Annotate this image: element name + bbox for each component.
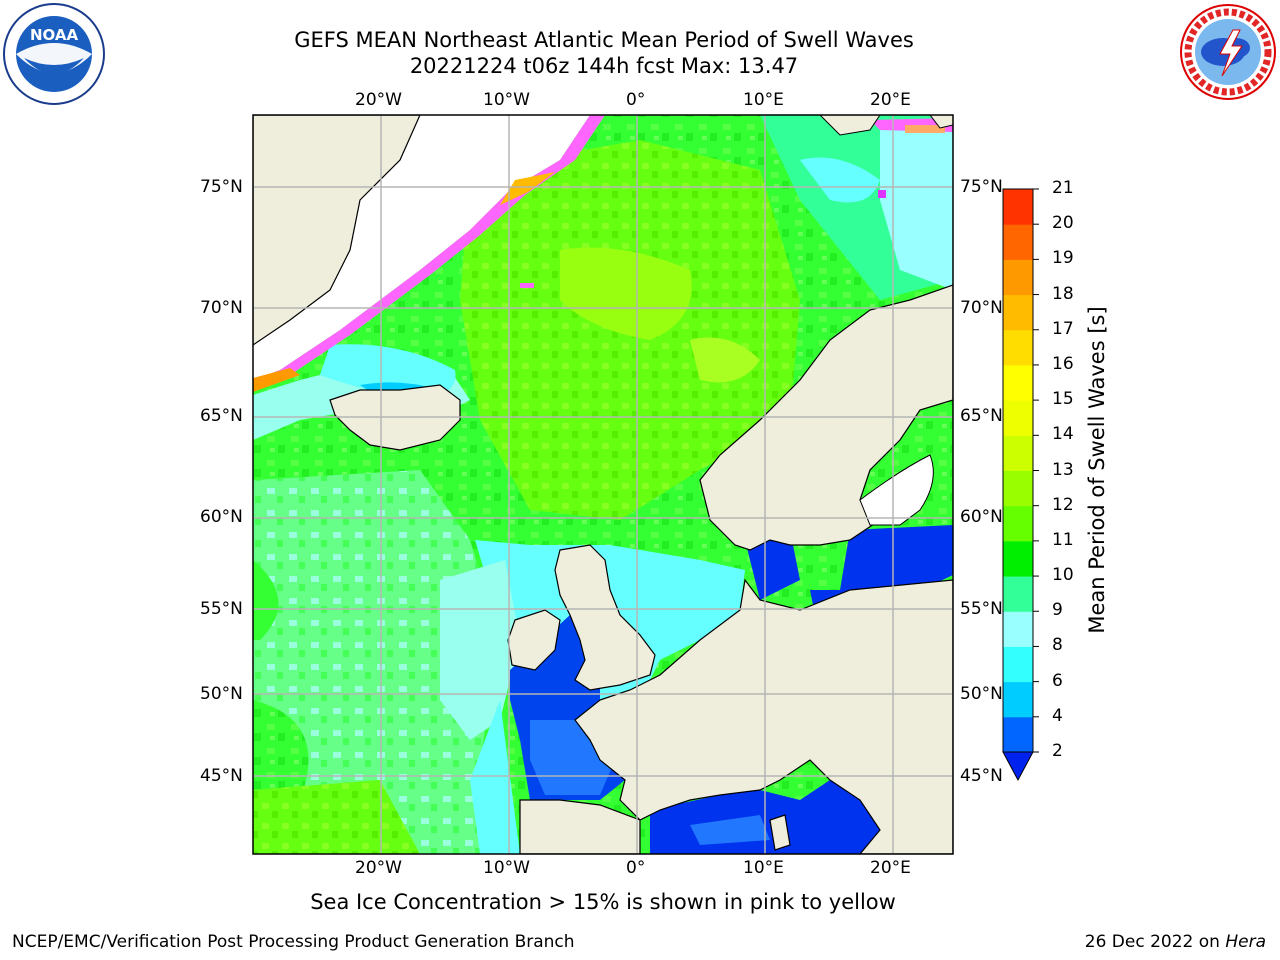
colorbar-segment xyxy=(1003,329,1033,366)
colorbar-tick-label: 18 xyxy=(1052,283,1074,304)
nws-logo xyxy=(1180,4,1276,100)
colorbar-tick-label: 2 xyxy=(1052,741,1063,761)
colorbar-segment xyxy=(1003,611,1033,647)
colorbar-segment xyxy=(1003,364,1033,401)
chart-title: GEFS MEAN Northeast Atlantic Mean Period… xyxy=(294,28,914,52)
footer-date: 26 Dec 2022 on Hera xyxy=(1085,932,1266,952)
lat-label-left-50n: 50°N xyxy=(200,684,243,704)
colorbar-tick-label: 14 xyxy=(1052,424,1074,445)
colorbar-tick-label: 12 xyxy=(1052,494,1074,515)
colorbar-segment xyxy=(1003,716,1033,753)
colorbar-tick-label: 10 xyxy=(1052,565,1074,586)
colorbar-label: Mean Period of Swell Waves [s] xyxy=(1085,306,1109,634)
lat-label-right-75n: 75°N xyxy=(960,177,1003,197)
lat-label-left-60n: 60°N xyxy=(200,507,243,527)
colorbar-tick-label: 19 xyxy=(1052,248,1074,269)
colorbar-segment xyxy=(1003,294,1033,331)
chart-subtitle: 20221224 t06z 144h fcst Max: 13.47 xyxy=(409,54,799,78)
lon-label-bottom-20w: 20°W xyxy=(355,858,402,878)
colorbar-tick-label: 17 xyxy=(1052,318,1074,339)
colorbar-segment xyxy=(1003,540,1033,577)
lon-label-bottom-10e: 10°E xyxy=(743,858,784,878)
colorbar-segment xyxy=(1003,646,1033,683)
colorbar-segment xyxy=(1003,400,1033,436)
colorbar-tick-label: 9 xyxy=(1052,600,1063,621)
colorbar-tick-label: 21 xyxy=(1052,178,1074,198)
lon-label-bottom-20e: 20°E xyxy=(870,858,911,878)
colorbar xyxy=(1002,188,1039,782)
lon-label-top-0: 0° xyxy=(626,90,646,110)
lat-label-left-55n: 55°N xyxy=(200,599,243,619)
colorbar-segment xyxy=(1003,505,1033,542)
colorbar-tick-label: 20 xyxy=(1052,213,1074,234)
colorbar-tick-label: 11 xyxy=(1052,529,1074,550)
footer-credit: NCEP/EMC/Verification Post Processing Pr… xyxy=(12,932,575,952)
sea-ice-note: Sea Ice Concentration > 15% is shown in … xyxy=(310,890,896,914)
colorbar-segment xyxy=(1003,470,1033,507)
colorbar-under-arrow xyxy=(1002,751,1034,782)
lat-label-right-45n: 45°N xyxy=(960,766,1003,786)
lon-label-bottom-0: 0° xyxy=(626,858,646,878)
colorbar-tick-label: 8 xyxy=(1052,635,1063,656)
colorbar-segment xyxy=(1003,224,1033,260)
footer-host: Hera xyxy=(1225,932,1266,952)
colorbar-tick-label: 4 xyxy=(1052,705,1063,726)
colorbar-tick-label: 13 xyxy=(1052,459,1074,480)
noaa-text: NOAA xyxy=(30,26,79,44)
lat-label-right-65n: 65°N xyxy=(960,406,1003,426)
colorbar-segment xyxy=(1003,259,1033,296)
lon-label-top-20w: 20°W xyxy=(355,90,402,110)
lon-label-bottom-10w: 10°W xyxy=(483,858,530,878)
map-frame xyxy=(252,114,954,855)
lat-label-right-50n: 50°N xyxy=(960,684,1003,704)
colorbar-segment xyxy=(1003,681,1033,718)
lat-label-left-65n: 65°N xyxy=(200,406,243,426)
colorbar-segment xyxy=(1003,435,1033,471)
lat-label-right-55n: 55°N xyxy=(960,599,1003,619)
lon-label-top-10e: 10°E xyxy=(743,90,784,110)
lon-label-top-20e: 20°E xyxy=(870,90,911,110)
colorbar-tick-label: 15 xyxy=(1052,389,1074,410)
map-field xyxy=(253,115,953,854)
colorbar-segment xyxy=(1003,189,1033,225)
colorbar-tick-label: 16 xyxy=(1052,353,1074,374)
lat-label-left-75n: 75°N xyxy=(200,177,243,197)
lat-label-right-60n: 60°N xyxy=(960,507,1003,527)
lon-label-top-10w: 10°W xyxy=(483,90,530,110)
footer-date-text: 26 Dec 2022 on xyxy=(1084,932,1226,952)
graticule xyxy=(253,115,953,854)
noaa-logo: NOAA xyxy=(3,3,105,105)
lat-label-left-45n: 45°N xyxy=(200,766,243,786)
colorbar-tick-label: 6 xyxy=(1052,670,1063,691)
lat-label-right-70n: 70°N xyxy=(960,298,1003,318)
colorbar-segment xyxy=(1003,576,1033,612)
lat-label-left-70n: 70°N xyxy=(200,298,243,318)
